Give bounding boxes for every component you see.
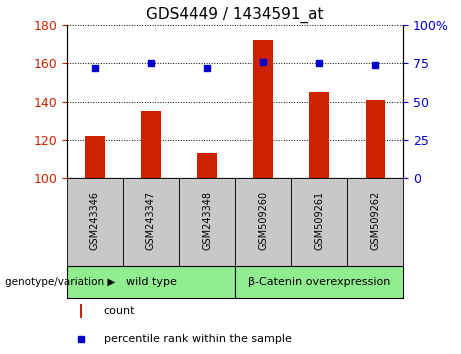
Bar — [85, 136, 105, 178]
FancyBboxPatch shape — [347, 178, 403, 267]
Text: β-Catenin overexpression: β-Catenin overexpression — [248, 278, 390, 287]
FancyBboxPatch shape — [67, 178, 123, 267]
Text: GSM243346: GSM243346 — [90, 191, 100, 250]
FancyBboxPatch shape — [179, 178, 235, 267]
Text: percentile rank within the sample: percentile rank within the sample — [104, 334, 292, 344]
Text: wild type: wild type — [125, 278, 177, 287]
Text: GSM509261: GSM509261 — [314, 191, 324, 250]
FancyBboxPatch shape — [291, 178, 347, 267]
FancyBboxPatch shape — [235, 267, 403, 298]
Bar — [366, 100, 385, 178]
Text: GSM509260: GSM509260 — [258, 191, 268, 250]
Text: GSM243348: GSM243348 — [202, 191, 212, 250]
FancyBboxPatch shape — [235, 178, 291, 267]
Bar — [309, 92, 329, 178]
FancyBboxPatch shape — [123, 178, 179, 267]
Bar — [197, 154, 217, 178]
Title: GDS4449 / 1434591_at: GDS4449 / 1434591_at — [146, 7, 324, 23]
FancyBboxPatch shape — [67, 267, 235, 298]
Text: GSM243347: GSM243347 — [146, 191, 156, 250]
Bar — [80, 304, 83, 318]
Text: count: count — [104, 306, 136, 316]
Bar — [254, 40, 273, 178]
Text: GSM509262: GSM509262 — [370, 191, 380, 250]
Bar — [141, 111, 161, 178]
Text: genotype/variation ▶: genotype/variation ▶ — [5, 278, 115, 287]
